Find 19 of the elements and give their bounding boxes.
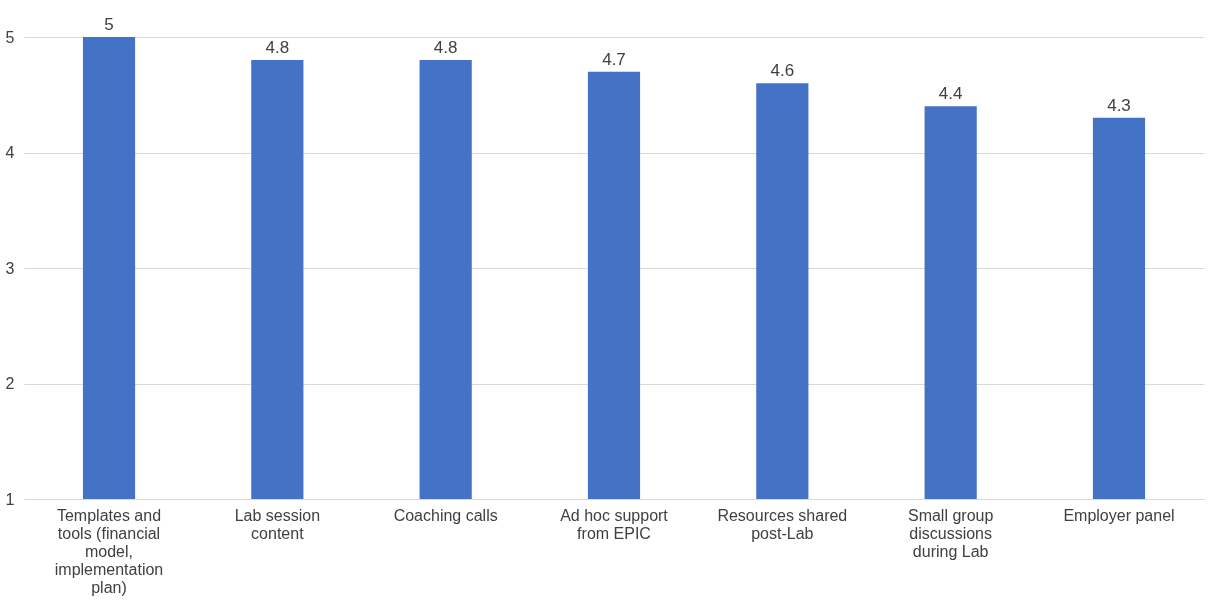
y-tick-label: 4 <box>5 144 15 161</box>
x-tick-label: Templates and tools (financial model, implementation plan) <box>54 506 164 596</box>
x-tick-label: Small group discussions during Lab <box>907 506 994 560</box>
data-label: 4.7 <box>602 49 626 69</box>
y-tick-label: 1 <box>5 490 15 508</box>
data-label: 4.8 <box>265 38 290 58</box>
data-label: 4.6 <box>770 61 795 81</box>
data-label: 4.4 <box>938 84 963 104</box>
x-tick-label: Ad hoc support from EPIC <box>560 506 669 542</box>
data-label: 5 <box>104 15 114 34</box>
x-tick-label: Lab session content <box>234 506 321 542</box>
data-label: 4.3 <box>1107 95 1131 115</box>
y-tick-label: 3 <box>5 259 15 277</box>
x-tick-label: Coaching calls <box>393 506 498 524</box>
x-tick-label: Employer panel <box>1063 506 1175 524</box>
y-tick-label: 5 <box>5 28 15 46</box>
x-tick-label: Resources shared post-Lab <box>717 506 848 542</box>
y-tick-label: 2 <box>5 375 15 392</box>
data-label: 4.8 <box>433 38 458 58</box>
